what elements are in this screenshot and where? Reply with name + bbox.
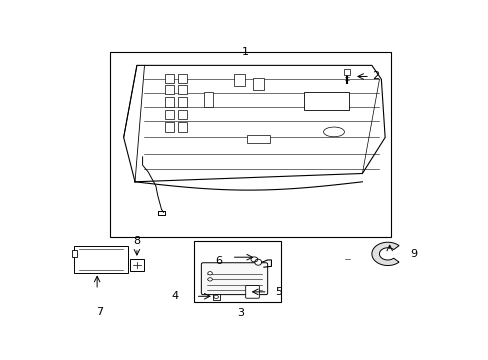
Bar xyxy=(252,78,264,90)
Bar xyxy=(246,135,269,143)
Bar xyxy=(303,92,348,110)
Text: 2: 2 xyxy=(371,72,378,81)
FancyBboxPatch shape xyxy=(74,246,127,273)
Bar xyxy=(212,294,219,300)
FancyBboxPatch shape xyxy=(130,260,143,270)
Ellipse shape xyxy=(254,259,261,265)
Bar xyxy=(178,122,186,132)
Bar xyxy=(178,97,186,107)
Text: 7: 7 xyxy=(96,307,103,317)
Text: 5: 5 xyxy=(275,287,282,297)
Ellipse shape xyxy=(323,127,344,137)
Text: 8: 8 xyxy=(133,235,140,246)
Bar xyxy=(204,92,213,107)
Bar xyxy=(233,74,244,86)
FancyBboxPatch shape xyxy=(245,285,259,298)
Bar xyxy=(110,51,390,237)
Polygon shape xyxy=(371,242,398,266)
Bar xyxy=(178,110,186,120)
Text: 3: 3 xyxy=(237,308,244,318)
Bar xyxy=(164,85,173,94)
FancyBboxPatch shape xyxy=(201,263,267,294)
Bar xyxy=(164,122,173,132)
Bar xyxy=(164,74,173,84)
Bar xyxy=(164,110,173,120)
Circle shape xyxy=(207,271,212,275)
Bar xyxy=(193,242,280,302)
Text: 4: 4 xyxy=(171,291,178,301)
Text: 9: 9 xyxy=(409,249,416,259)
Bar xyxy=(178,85,186,94)
Circle shape xyxy=(207,278,212,281)
Bar xyxy=(178,74,186,84)
Text: 1: 1 xyxy=(241,48,248,57)
Bar xyxy=(344,69,349,75)
Bar xyxy=(72,250,77,257)
Bar xyxy=(164,97,173,107)
Text: 6: 6 xyxy=(215,256,222,266)
